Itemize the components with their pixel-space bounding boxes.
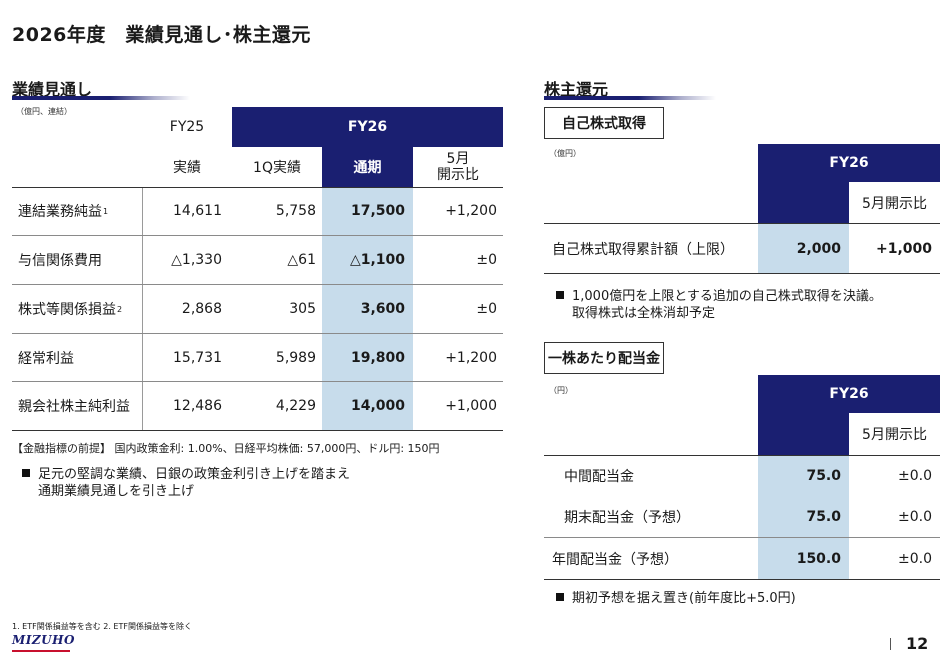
section-title-outlook: 業績見通し: [12, 80, 93, 99]
cell-1q: △61: [287, 252, 316, 268]
dividend-diff: ±0.0: [898, 550, 932, 567]
full-year-highlight-column: [322, 147, 413, 430]
page-number-divider: [890, 638, 891, 650]
buyback-header-fy26: FY26: [829, 155, 869, 171]
cell-diff: +1,200: [445, 203, 497, 219]
row-divider: [12, 187, 503, 188]
mizuho-logo: MIZUHO: [12, 633, 75, 647]
row-divider: [544, 537, 940, 538]
dividend-value: 75.0: [806, 468, 841, 484]
page-title: 2026年度 業績見通し･株主還元: [12, 24, 311, 46]
cell-full-year: 17,500: [350, 203, 405, 219]
buyback-label-box: 自己株式取得: [544, 107, 664, 139]
cell-fy25: △1,330: [171, 252, 222, 268]
dividend-highlight: [758, 455, 849, 579]
dividend-value: 150.0: [796, 550, 841, 567]
cell-fy25: 14,611: [173, 203, 222, 219]
cell-full-year: 14,000: [350, 398, 405, 414]
buyback-highlight: [758, 224, 849, 273]
row-divider: [544, 273, 940, 274]
section-underline: [544, 96, 716, 100]
bullet-square-icon: [556, 593, 564, 601]
cell-1q: 4,229: [275, 398, 316, 414]
buyback-value: 2,000: [796, 240, 841, 257]
premise-note: 【金融指標の前提】 国内政策金利: 1.00%、日経平均株価: 57,000円、…: [12, 442, 440, 455]
unit-label: （億円）: [549, 149, 581, 158]
section-title-returns: 株主還元: [544, 80, 609, 99]
row-divider: [12, 333, 503, 334]
dividend-row-label: 年間配当金（予想）: [552, 551, 678, 568]
footnote: 1. ETF関係損益等を含む 2. ETF関係損益等を除く: [12, 622, 192, 631]
cell-diff: ±0: [476, 301, 497, 317]
outlook-bullet: 足元の堅調な業績、日銀の政策金利引き上げを踏まえ 通期業績見通しを引き上げ: [22, 466, 350, 500]
cell-1q: 305: [289, 301, 316, 317]
row-divider: [544, 579, 940, 580]
row-label: 株式等関係損益 2: [18, 302, 123, 318]
cell-full-year: △1,100: [349, 252, 405, 268]
dividend-header-fy26: FY26: [829, 386, 869, 402]
dividend-header-may: 5月開示比: [849, 413, 940, 455]
header-1q-actual: 1Q実績: [253, 160, 301, 176]
header-full-year: 通期: [322, 147, 413, 187]
row-divider: [12, 381, 503, 382]
unit-label: （億円、連結）: [16, 107, 72, 116]
cell-full-year: 19,800: [350, 349, 405, 366]
header-may-line2: 開示比: [437, 167, 479, 183]
bullet-square-icon: [22, 469, 30, 477]
cell-full-year: 3,600: [360, 301, 405, 317]
cell-1q: 5,758: [275, 203, 316, 219]
fy26-header-band: [232, 107, 503, 147]
row-label: 経常利益: [18, 350, 74, 367]
unit-label: （円）: [549, 386, 573, 395]
row-label: 連結業務純益 1: [18, 204, 109, 220]
row-divider: [12, 235, 503, 236]
row-divider: [12, 284, 503, 285]
buyback-bullet: 1,000億円を上限とする追加の自己株式取得を決議。 取得株式は全株消却予定: [556, 288, 882, 322]
bullet-square-icon: [556, 291, 564, 299]
page-number: 12: [906, 634, 929, 653]
column-divider: [142, 187, 143, 430]
cell-fy25: 15,731: [173, 349, 222, 366]
buyback-header-may: 5月開示比: [849, 182, 940, 224]
header-fy26: FY26: [347, 119, 388, 135]
row-label: 与信関係費用: [18, 253, 102, 269]
cell-diff: +1,200: [445, 349, 497, 366]
row-divider: [12, 430, 503, 431]
buyback-row-label: 自己株式取得累計額（上限）: [552, 241, 734, 258]
row-divider: [544, 223, 940, 224]
cell-fy25: 12,486: [173, 398, 222, 414]
dividend-bullet: 期初予想を据え置き(前年度比+5.0円): [556, 590, 796, 607]
header-may-line1: 5月: [446, 151, 470, 167]
cell-diff: ±0: [476, 252, 497, 268]
row-divider: [544, 455, 940, 456]
buyback-diff: +1,000: [875, 240, 932, 257]
header-actual: 実績: [173, 160, 201, 176]
dividend-value: 75.0: [806, 509, 841, 525]
header-fy25: FY25: [169, 119, 205, 135]
logo-accent-line: [12, 650, 70, 652]
section-underline: [12, 96, 190, 100]
header-may-comparison: 5月 開示比: [413, 147, 503, 187]
dividend-row-label: 中間配当金: [564, 469, 634, 485]
cell-1q: 5,989: [275, 349, 316, 366]
dividend-diff: ±0.0: [898, 509, 932, 525]
cell-diff: +1,000: [445, 398, 497, 414]
dividend-label-box: 一株あたり配当金: [544, 342, 664, 374]
dividend-row-label: 期末配当金（予想）: [564, 510, 690, 526]
dividend-diff: ±0.0: [898, 468, 932, 484]
row-label: 親会社株主純利益: [18, 399, 130, 415]
cell-fy25: 2,868: [181, 301, 222, 317]
